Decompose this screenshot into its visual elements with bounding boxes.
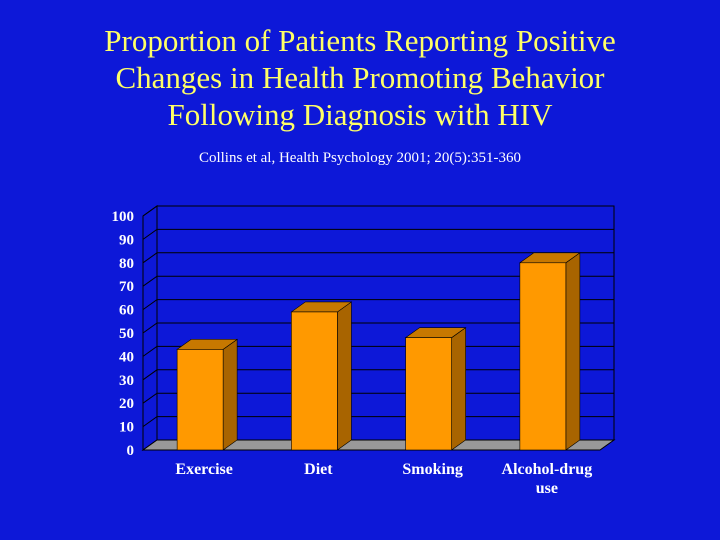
bar-series (176, 252, 581, 451)
gridline (142, 299, 614, 311)
bar-side (565, 252, 581, 451)
y-tick-label: 10 (119, 420, 134, 436)
y-tick-label: 100 (112, 209, 135, 225)
y-tick-label: 90 (119, 232, 134, 248)
bar-side (451, 327, 466, 451)
bar-front (405, 337, 452, 451)
gridline (142, 228, 614, 240)
y-tick-label: 70 (119, 279, 134, 295)
gridline (142, 252, 614, 264)
bar (518, 252, 581, 451)
x-category-label: Exercise (175, 461, 232, 478)
x-category-label: Diet (304, 461, 333, 478)
bar (404, 327, 467, 451)
citation-subtitle: Collins et al, Health Psychology 2001; 2… (198, 150, 522, 166)
y-tick-label: 0 (127, 443, 135, 459)
x-category-label: Smoking (402, 461, 462, 478)
y-tick-label: 50 (119, 326, 134, 342)
bar (176, 338, 239, 451)
gridline (142, 322, 614, 334)
bar-front (176, 349, 224, 451)
slide-title: Proportion of Patients Reporting Positiv… (104, 23, 616, 132)
gridline (142, 275, 614, 287)
bar (290, 301, 353, 451)
gridline (142, 205, 614, 217)
bar-side (222, 338, 238, 451)
y-tick-label: 20 (119, 396, 134, 412)
bar-front (519, 262, 567, 451)
x-axis-labels: Exercise Diet Smoking Alcohol-drug use (175, 461, 592, 497)
y-tick-label: 40 (119, 349, 134, 365)
x-category-label: Alcohol-drug use (502, 461, 593, 497)
y-tick-label: 30 (119, 373, 134, 389)
bar-front (291, 311, 338, 451)
y-axis-ticks: 0 10 20 30 40 50 60 70 80 90 100 (112, 209, 135, 459)
y-tick-label: 80 (119, 256, 134, 272)
y-tick-label: 60 (119, 303, 134, 319)
bar-side (337, 301, 352, 451)
